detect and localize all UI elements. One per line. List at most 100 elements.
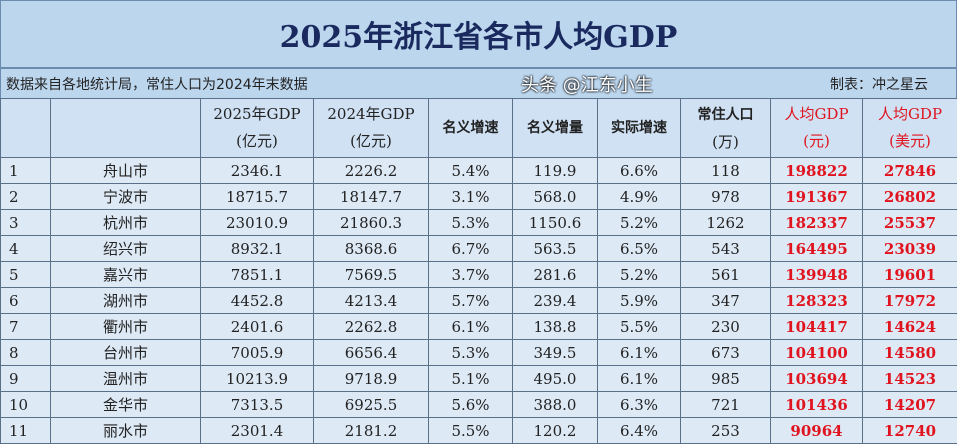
cell-gdp2024: 2226.2 [313, 157, 429, 184]
cell-nominal-growth: 5.1% [428, 365, 513, 392]
cell-per-capita-usd: 19601 [862, 261, 957, 288]
header-nominal-increase: 名义增量 [512, 98, 598, 158]
cell-nominal-increase: 568.0 [512, 183, 598, 210]
cell-nominal-growth: 5.3% [428, 209, 513, 236]
cell-per-capita-yuan: 104100 [770, 339, 863, 366]
table-row: 3 杭州市 23010.9 21860.3 5.3% 1150.6 5.2% 1262 1823… [0, 209, 957, 236]
cell-real-growth: 6.1% [597, 365, 681, 392]
cell-per-capita-yuan: 164495 [770, 235, 863, 262]
cell-real-growth: 6.1% [597, 339, 681, 366]
cell-per-capita-yuan: 104417 [770, 313, 863, 340]
cell-gdp2024: 21860.3 [313, 209, 429, 236]
source-note: 数据来自各地统计局，常住人口为2024年末数据 [6, 77, 308, 93]
cell-population: 230 [680, 313, 771, 340]
cell-rank: 4 [0, 235, 51, 262]
table-row: 2 宁波市 18715.7 18147.7 3.1% 568.0 4.9% 978 191367… [0, 183, 957, 210]
cell-city: 宁波市 [50, 183, 201, 210]
cell-real-growth: 6.6% [597, 157, 681, 184]
cell-population: 561 [680, 261, 771, 288]
cell-nominal-increase: 119.9 [512, 157, 598, 184]
header-city [50, 98, 201, 158]
cell-city: 丽水市 [50, 417, 201, 444]
cell-gdp2025: 8932.1 [200, 235, 314, 262]
cell-population: 543 [680, 235, 771, 262]
table-row: 11 丽水市 2301.4 2181.2 5.5% 120.2 6.4% 253 90964 12… [0, 417, 957, 444]
cell-per-capita-usd: 27846 [862, 157, 957, 184]
cell-gdp2024: 6656.4 [313, 339, 429, 366]
header-nominal-growth: 名义增速 [428, 98, 513, 158]
cell-nominal-growth: 5.6% [428, 391, 513, 418]
cell-per-capita-usd: 26802 [862, 183, 957, 210]
cell-rank: 10 [0, 391, 51, 418]
watermark: 头条 @江东小生 [521, 75, 653, 96]
cell-gdp2025: 23010.9 [200, 209, 314, 236]
cell-rank: 7 [0, 313, 51, 340]
cell-nominal-increase: 495.0 [512, 365, 598, 392]
header-rank [0, 98, 51, 158]
cell-real-growth: 5.2% [597, 209, 681, 236]
cell-city: 嘉兴市 [50, 261, 201, 288]
cell-rank: 8 [0, 339, 51, 366]
cell-gdp2025: 10213.9 [200, 365, 314, 392]
header-gdp2025: 2025年GDP (亿元) [200, 98, 314, 158]
cell-per-capita-yuan: 128323 [770, 287, 863, 314]
table-row: 8 台州市 7005.9 6656.4 5.3% 349.5 6.1% 673 104100 14… [0, 339, 957, 366]
cell-per-capita-usd: 14207 [862, 391, 957, 418]
cell-gdp2024: 9718.9 [313, 365, 429, 392]
cell-gdp2024: 2262.8 [313, 313, 429, 340]
cell-nominal-increase: 1150.6 [512, 209, 598, 236]
author-note: 制表：冲之星云 [830, 77, 928, 93]
cell-nominal-increase: 349.5 [512, 339, 598, 366]
cell-city: 舟山市 [50, 157, 201, 184]
header-per-capita-yuan: 人均GDP (元) [770, 98, 863, 158]
cell-per-capita-yuan: 101436 [770, 391, 863, 418]
cell-gdp2025: 7005.9 [200, 339, 314, 366]
cell-gdp2024: 7569.5 [313, 261, 429, 288]
cell-gdp2025: 2401.6 [200, 313, 314, 340]
header-population: 常住人口 (万) [680, 98, 771, 158]
cell-nominal-growth: 5.5% [428, 417, 513, 444]
table-row: 4 绍兴市 8932.1 8368.6 6.7% 563.5 6.5% 543 164495 23… [0, 235, 957, 262]
cell-city: 杭州市 [50, 209, 201, 236]
cell-per-capita-yuan: 103694 [770, 365, 863, 392]
cell-city: 台州市 [50, 339, 201, 366]
table-row: 7 衢州市 2401.6 2262.8 6.1% 138.8 5.5% 230 104417 14… [0, 313, 957, 340]
cell-gdp2024: 2181.2 [313, 417, 429, 444]
cell-per-capita-yuan: 90964 [770, 417, 863, 444]
cell-population: 721 [680, 391, 771, 418]
page-title: 2025年浙江省各市人均GDP [0, 0, 957, 68]
cell-nominal-increase: 138.8 [512, 313, 598, 340]
cell-rank: 5 [0, 261, 51, 288]
table-row: 10 金华市 7313.5 6925.5 5.6% 388.0 6.3% 721 101436 1… [0, 391, 957, 418]
cell-per-capita-usd: 17972 [862, 287, 957, 314]
table-row: 9 温州市 10213.9 9718.9 5.1% 495.0 6.1% 985 103694 1… [0, 365, 957, 392]
cell-per-capita-yuan: 191367 [770, 183, 863, 210]
header-row: 2025年GDP (亿元) 2024年GDP (亿元) 名义增速 名义增量 实际增速… [0, 98, 957, 158]
cell-real-growth: 5.5% [597, 313, 681, 340]
cell-per-capita-yuan: 139948 [770, 261, 863, 288]
cell-population: 118 [680, 157, 771, 184]
cell-real-growth: 6.4% [597, 417, 681, 444]
gdp-table: 2025年GDP (亿元) 2024年GDP (亿元) 名义增速 名义增量 实际增速… [0, 98, 957, 444]
cell-nominal-growth: 3.1% [428, 183, 513, 210]
cell-per-capita-usd: 23039 [862, 235, 957, 262]
cell-city: 金华市 [50, 391, 201, 418]
cell-rank: 6 [0, 287, 51, 314]
cell-nominal-increase: 120.2 [512, 417, 598, 444]
cell-gdp2025: 2301.4 [200, 417, 314, 444]
cell-nominal-growth: 6.7% [428, 235, 513, 262]
cell-gdp2024: 6925.5 [313, 391, 429, 418]
cell-rank: 2 [0, 183, 51, 210]
cell-rank: 11 [0, 417, 51, 444]
cell-population: 253 [680, 417, 771, 444]
cell-rank: 3 [0, 209, 51, 236]
cell-real-growth: 5.2% [597, 261, 681, 288]
cell-nominal-growth: 5.4% [428, 157, 513, 184]
cell-per-capita-usd: 12740 [862, 417, 957, 444]
cell-per-capita-usd: 25537 [862, 209, 957, 236]
header-per-capita-usd: 人均GDP (美元) [862, 98, 957, 158]
cell-gdp2025: 7313.5 [200, 391, 314, 418]
cell-gdp2024: 8368.6 [313, 235, 429, 262]
cell-city: 衢州市 [50, 313, 201, 340]
cell-gdp2025: 2346.1 [200, 157, 314, 184]
